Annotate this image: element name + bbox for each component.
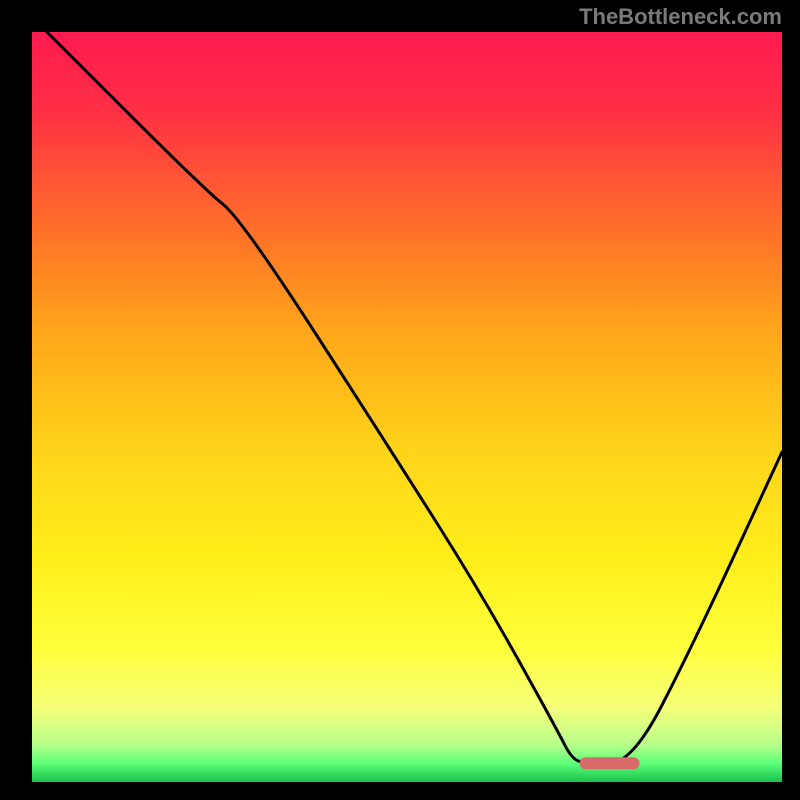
chart-svg (0, 0, 800, 800)
watermark-text: TheBottleneck.com (579, 4, 782, 30)
plot-background-gradient (32, 32, 782, 782)
bottleneck-chart: TheBottleneck.com (0, 0, 800, 800)
optimal-marker (580, 757, 640, 769)
